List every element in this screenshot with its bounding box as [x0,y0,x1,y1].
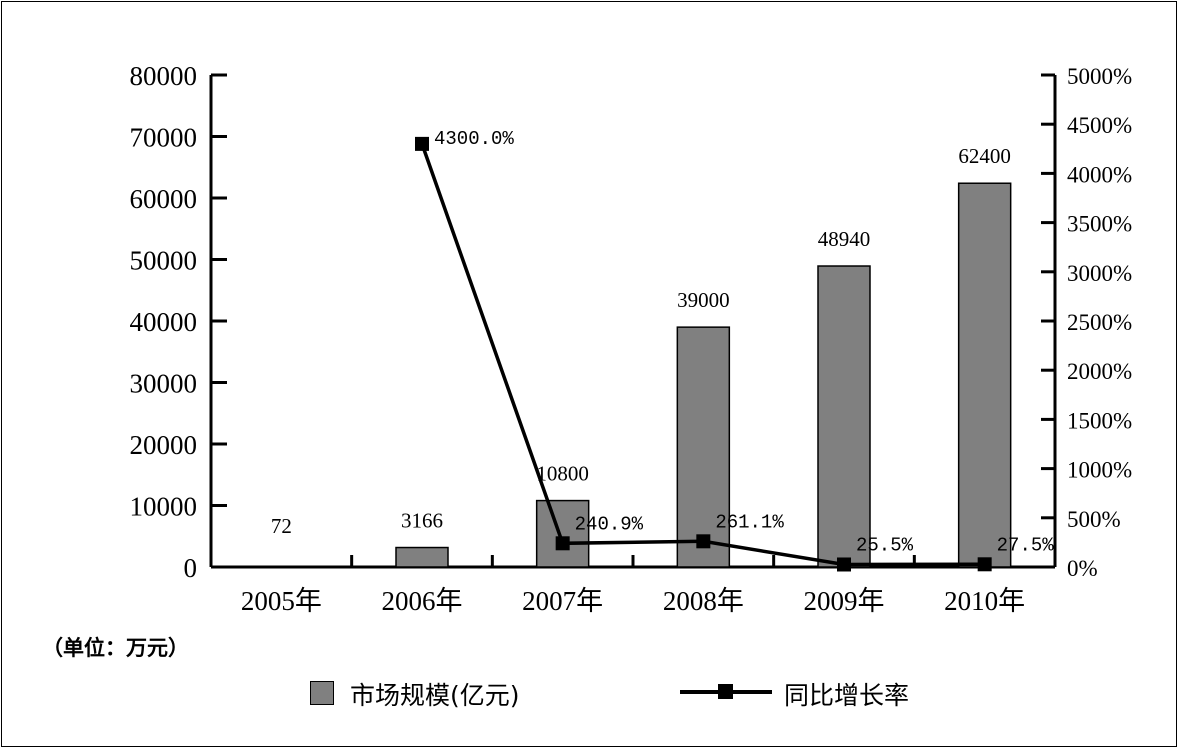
y-left-tick-label: 30000 [130,369,198,399]
x-tick-label: 2007年 [522,586,603,616]
y-right-tick-label: 3500% [1067,212,1132,237]
bar [395,546,449,568]
growth-rate-marker [696,534,711,549]
y-left-tick-label: 50000 [130,246,198,276]
y-right-tick-label: 0% [1067,556,1098,581]
legend-bar-label: 市场规模(亿元) [350,681,520,710]
y-right-tick-label: 5000% [1067,64,1132,89]
bar-value-label: 72 [271,514,292,538]
x-tick-label: 2005年 [241,586,322,616]
bar-value-label: 62400 [958,144,1011,168]
growth-rate-label: 25.5% [856,534,914,556]
y-left-tick-label: 60000 [130,184,198,214]
y-right-tick-label: 2500% [1067,310,1132,335]
growth-rate-marker [977,557,992,572]
bar-value-label: 3166 [401,509,443,533]
growth-rate-marker [415,136,429,151]
x-tick-label: 2008年 [663,586,744,616]
y-left-tick-label: 40000 [130,307,198,337]
growth-rate-marker [837,557,851,572]
growth-rate-label: 4300.0% [434,128,514,150]
y-left-tick-label: 20000 [130,430,198,460]
y-left-tick-label: 10000 [130,492,198,522]
bar [535,499,590,568]
y-right-tick-label: 500% [1067,507,1121,532]
growth-rate-marker [555,536,570,551]
growth-rate-label: 261.1% [715,511,784,533]
y-right-tick-label: 4000% [1067,162,1132,187]
x-tick-label: 2006年 [382,586,463,616]
bar [817,265,871,568]
y-right-tick-label: 4500% [1067,113,1132,138]
y-right-tick-label: 3000% [1067,261,1132,286]
growth-rate-label: 27.5% [997,534,1055,556]
bar [957,182,1012,568]
bar [676,326,731,568]
y-right-tick-label: 1000% [1067,458,1132,483]
legend-line-label: 同比增长率 [784,681,910,710]
y-left-tick-label: 80000 [130,61,198,91]
y-left-tick-label: 70000 [130,123,198,153]
y-right-tick-label: 2000% [1067,359,1132,384]
unit-note: （单位：万元） [42,636,189,660]
y-left-tick-label: 0 [184,553,198,583]
growth-rate-label: 240.9% [575,513,644,535]
x-tick-label: 2010年 [944,586,1025,616]
bar-value-label: 10800 [536,462,589,486]
bar-value-label: 39000 [677,288,730,312]
y-right-tick-label: 1500% [1067,408,1132,433]
legend-bar-swatch [310,681,334,705]
bar-value-label: 48940 [818,227,871,251]
x-tick-label: 2009年 [804,586,885,616]
